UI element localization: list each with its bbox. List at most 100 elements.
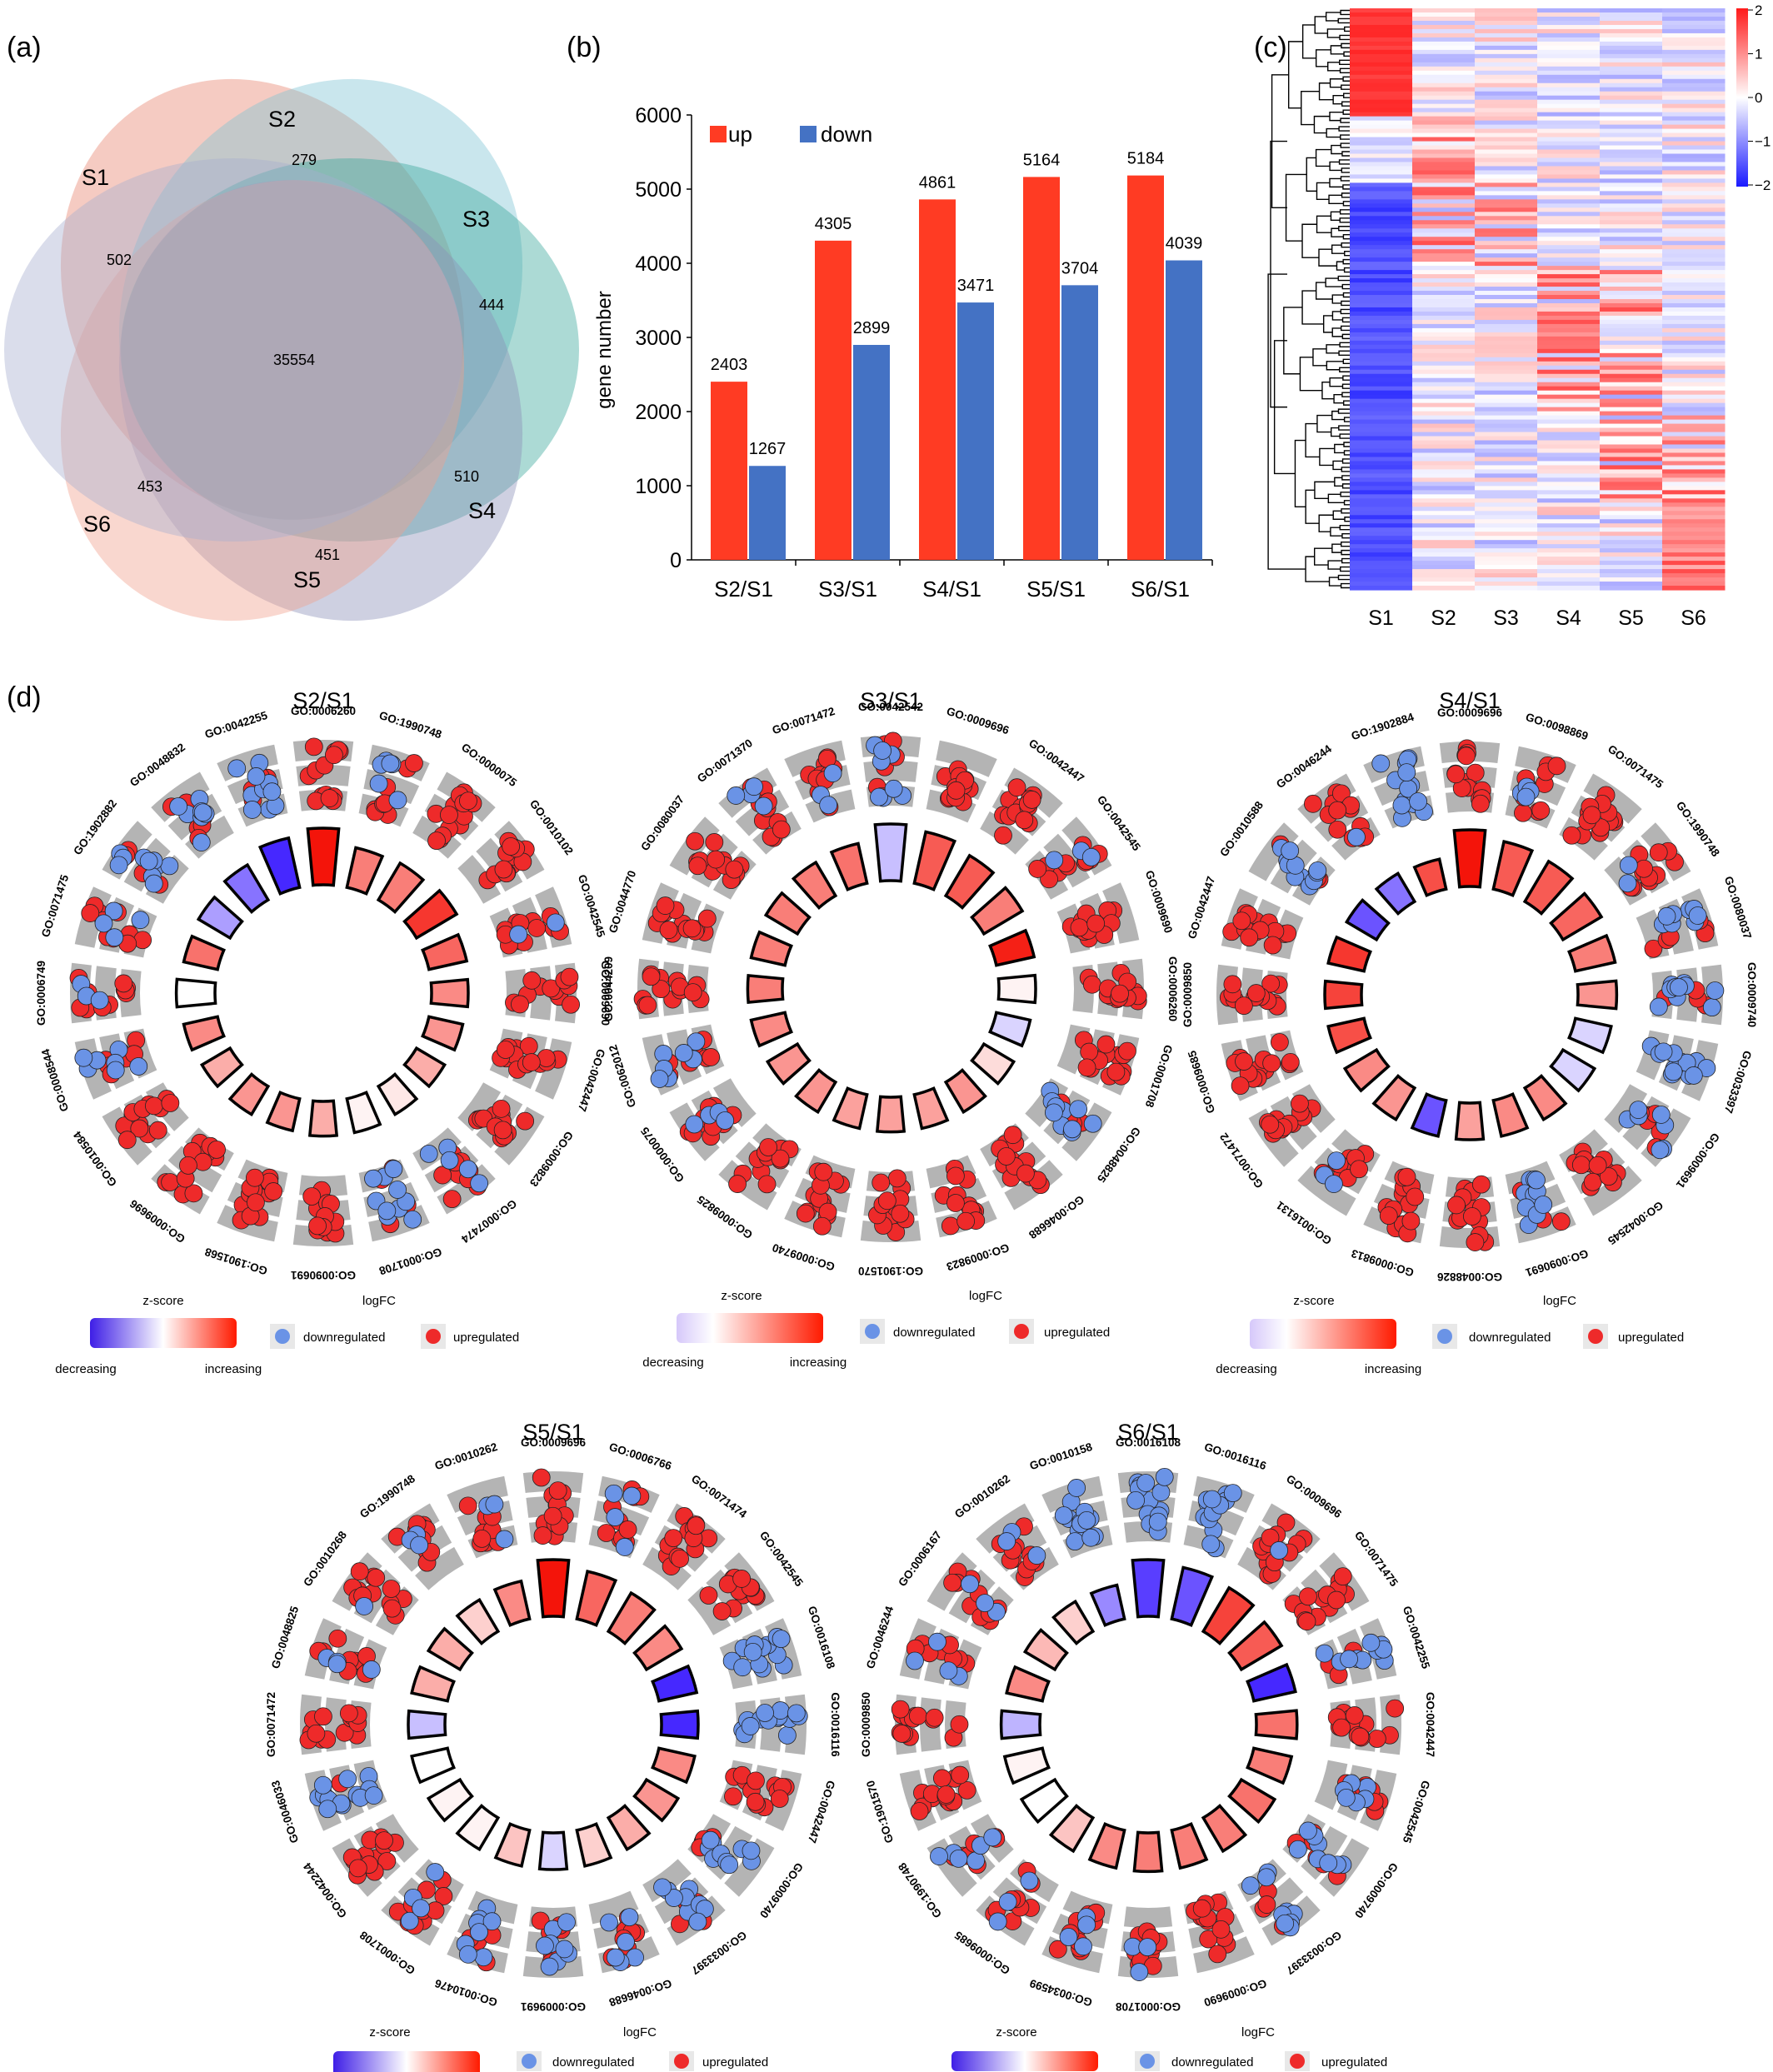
heatmap-cell	[1412, 237, 1476, 242]
heatmap-cell	[1537, 141, 1601, 147]
heatmap-cell	[1412, 178, 1476, 183]
go-dot-down	[94, 914, 113, 933]
go-term-label: GO:0009691	[520, 2000, 586, 2013]
go-zscore-bar	[1452, 828, 1487, 889]
heatmap-cell	[1412, 573, 1476, 578]
dendrogram-branch	[1339, 367, 1350, 372]
heatmap-cell	[1662, 352, 1726, 358]
go-zscore-bar	[1410, 1092, 1448, 1138]
go-dot-down	[470, 1923, 488, 1942]
go-dot-up	[543, 1506, 562, 1525]
go-dot-up	[1007, 778, 1026, 797]
heatmap-cell	[1412, 157, 1476, 163]
go-dot-up	[1551, 1212, 1571, 1231]
heatmap-cell	[1350, 519, 1413, 524]
heatmap-cell	[1412, 107, 1476, 113]
heatmap-cell	[1600, 344, 1663, 350]
heatmap-cell	[1475, 394, 1538, 400]
go-dot-down	[1077, 1510, 1096, 1530]
heatmap-cell	[1412, 348, 1476, 354]
venn-set-label-s1: S1	[82, 165, 109, 190]
heatmap-cell	[1350, 540, 1413, 545]
go-term-label: GO:0042545	[576, 873, 608, 939]
heatmap-cell	[1412, 232, 1476, 237]
go-dot-up	[956, 1211, 976, 1231]
go-dot-down	[743, 1642, 762, 1661]
zscore-title: z-score	[721, 1289, 762, 1303]
go-term-label: GO:0042447	[806, 1779, 837, 1845]
go-term-label: GO:0009850	[860, 1692, 872, 1757]
heatmap-cell	[1662, 224, 1726, 229]
heatmap-cell	[1475, 182, 1538, 187]
go-dot-down	[772, 1630, 791, 1649]
go-term-label: GO:0010158	[1028, 1440, 1094, 1473]
heatmap-cell	[1537, 32, 1601, 38]
heatmap-cell	[1350, 107, 1413, 113]
go-dot-up	[1080, 1042, 1099, 1061]
dendrogram-branch	[1301, 24, 1316, 59]
heatmap-cell	[1600, 174, 1663, 180]
go-zscore-bar	[429, 977, 470, 1009]
heatmap-cell	[1662, 398, 1726, 404]
heatmap-cell	[1662, 482, 1726, 487]
heatmap-cell	[1350, 552, 1413, 557]
heatmap-cell	[1350, 216, 1413, 221]
dendrogram-branch	[1343, 500, 1350, 506]
heatmap-cell	[1537, 20, 1601, 26]
heatmap-cell	[1350, 457, 1413, 462]
heatmap-cell	[1600, 386, 1663, 392]
legend-down-dot	[275, 1329, 290, 1344]
go-term-label: GO:0048832	[127, 741, 187, 789]
heatmap-cell	[1662, 62, 1726, 67]
heatmap-cell	[1350, 257, 1413, 262]
heatmap-cell	[1537, 473, 1601, 478]
heatmap-cell	[1475, 444, 1538, 450]
go-dot-down	[1054, 1506, 1073, 1525]
heatmap-cell	[1662, 249, 1726, 254]
go-zscore-bar	[988, 928, 1036, 967]
heatmap-cell	[1412, 323, 1476, 329]
heatmap-cell	[1537, 16, 1601, 22]
heatmap-cell	[1600, 352, 1663, 358]
dendrogram-branch	[1287, 41, 1303, 109]
go-zscore-bar	[606, 1590, 657, 1645]
go-dot-down	[733, 1658, 752, 1677]
go-dot-down	[1664, 1062, 1683, 1081]
heatmap-cell	[1537, 253, 1601, 258]
heatmap-cell	[1537, 237, 1601, 242]
go-dot-down	[1201, 1535, 1221, 1554]
dendrogram-branch	[1337, 408, 1350, 414]
heatmap-cell	[1600, 552, 1663, 557]
circ-titles: S2/S1 S3/S1 S4/S1 S5/S1 S6/S1	[292, 688, 1501, 1445]
heatmap-cell	[1600, 116, 1663, 122]
go-dot-up	[1466, 763, 1485, 782]
go-dot-down	[1074, 1937, 1092, 1956]
heatmap-cell	[1350, 28, 1413, 34]
go-dot-down	[687, 1032, 706, 1051]
go-dot-down	[617, 1932, 635, 1951]
heatmap-cell	[1600, 336, 1663, 342]
heatmap-cell	[1537, 527, 1601, 532]
heatmap-cell	[1350, 523, 1413, 528]
heatmap-cell	[1600, 477, 1663, 482]
heatmap-cell	[1475, 461, 1538, 467]
heatmap-cell	[1412, 373, 1476, 379]
dendrogram-branch	[1331, 327, 1343, 337]
heatmap-cell	[1475, 37, 1538, 42]
go-dot-down	[1706, 981, 1725, 1000]
dendrogram-branch	[1306, 157, 1317, 192]
go-track	[1297, 1166, 1356, 1216]
dendrogram-branch	[1316, 182, 1330, 201]
bar-up-2	[919, 199, 956, 560]
colorbar-tick-label: −2	[1755, 177, 1771, 193]
go-zscore-bar	[943, 1068, 987, 1115]
heatmap-cell	[1412, 62, 1476, 67]
go-term-label: GO:0046244	[1274, 742, 1334, 791]
heatmap-cell	[1475, 57, 1538, 63]
go-dot-up	[908, 1706, 927, 1725]
heatmap-cell	[1475, 137, 1538, 142]
heatmap-cell	[1537, 295, 1601, 300]
go-dot-down	[482, 1912, 502, 1931]
dendrogram-branch	[1301, 223, 1319, 258]
dendrogram-branch	[1341, 317, 1350, 323]
